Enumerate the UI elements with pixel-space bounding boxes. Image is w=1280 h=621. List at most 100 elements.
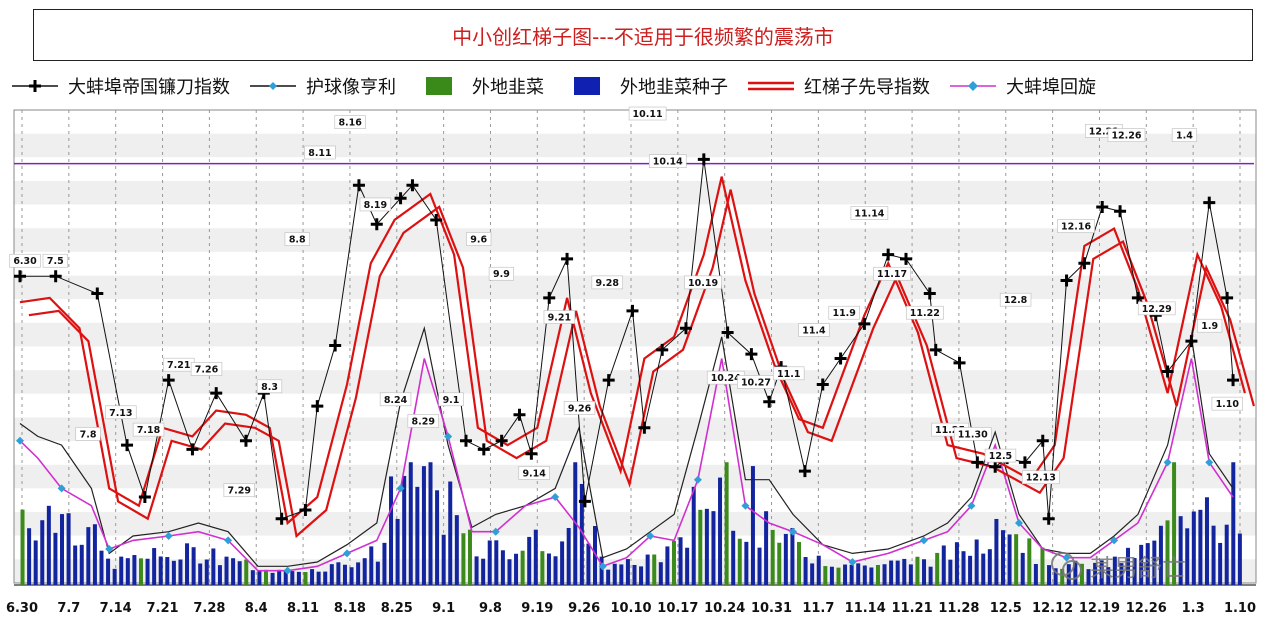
annotation-box <box>256 379 283 394</box>
annotation-label: 8.19 <box>364 200 387 211</box>
huixuan-point <box>283 566 292 575</box>
x-tick-label: 10.10 <box>610 601 651 616</box>
annotation-label: 7.21 <box>167 360 190 371</box>
bar-seed <box>1152 540 1157 585</box>
bar-seed <box>560 541 565 585</box>
bar-seed <box>882 564 887 585</box>
bar-leek <box>875 564 880 585</box>
huixuan-point <box>1014 519 1023 528</box>
legend-label: 外地韭菜种子 <box>620 77 728 98</box>
bar-seed <box>908 564 913 585</box>
bar-seed <box>783 533 788 585</box>
bar-seed <box>329 564 334 585</box>
bar-seed <box>231 558 236 585</box>
main-point-cross <box>1227 374 1240 387</box>
annotation-label: 12.21 <box>1089 126 1119 137</box>
annotation-box <box>737 375 775 389</box>
huixuan-point <box>1062 553 1071 562</box>
annotation-label: 9.9 <box>493 269 510 280</box>
bar-seed <box>954 542 959 585</box>
main-point-cross <box>953 356 966 369</box>
annotation-box <box>284 232 310 246</box>
bar-seed <box>33 540 38 585</box>
bar-seed <box>428 462 433 585</box>
x-tick-label: 6.30 <box>6 601 38 616</box>
x-tick-label: 12.12 <box>1032 601 1073 616</box>
annotation-label: 11.9 <box>832 308 855 319</box>
bar-seed <box>1119 563 1124 585</box>
watermark: 某男舒亡 <box>1050 548 1186 583</box>
wechat-icon <box>1051 551 1082 580</box>
legend-label: 外地韭菜 <box>472 77 544 98</box>
bar-seed <box>448 481 453 585</box>
bar-seed <box>356 562 361 585</box>
x-tick-label: 9.8 <box>479 601 502 616</box>
main-point-cross <box>816 378 829 391</box>
x-tick-label: 7.14 <box>100 601 132 616</box>
annotation-box <box>984 448 1017 463</box>
bar-seed <box>1007 534 1012 585</box>
annotation-label: 9.21 <box>548 313 571 324</box>
annotation-label: 6.30 <box>13 256 37 267</box>
x-tick-label: 7.7 <box>57 601 80 616</box>
huixuan-point <box>741 501 750 510</box>
legend-swatch-bar <box>426 77 452 95</box>
annotation-label: 11.30 <box>958 429 988 440</box>
bar-seed <box>86 527 91 585</box>
bar-seed <box>1139 544 1144 585</box>
annotation-label: 7.29 <box>228 486 251 497</box>
bar-seed <box>1086 569 1091 585</box>
bar-seed <box>211 548 216 585</box>
annotation-label: 1.10 <box>1216 399 1240 410</box>
bar-leek <box>461 533 466 585</box>
bar-seed <box>691 486 696 585</box>
bar-seed <box>895 560 900 585</box>
main-point-cross <box>697 153 710 166</box>
bar-seed <box>948 559 953 585</box>
bar-seed <box>922 559 927 585</box>
bar-seed <box>1020 552 1025 585</box>
huixuan-point <box>491 527 500 536</box>
bar-seed <box>869 567 874 585</box>
annotation-box <box>223 483 255 498</box>
annotation-box <box>999 292 1032 307</box>
legend-label: 护球像亨利 <box>306 77 396 98</box>
bar-seed <box>1185 528 1190 585</box>
bar-seed <box>158 556 163 585</box>
annotation-box <box>684 275 722 290</box>
bar-seed <box>731 530 736 585</box>
bar-seed <box>60 514 65 585</box>
legend-swatch <box>12 80 58 92</box>
huixuan-point <box>693 475 702 484</box>
main-point-cross <box>1131 291 1144 304</box>
bar-seed <box>711 511 716 585</box>
bar-seed <box>974 539 979 585</box>
legend-swatch-diamond <box>968 81 978 91</box>
bar-seed <box>1237 533 1242 585</box>
bar-seed <box>849 564 854 585</box>
annotation-box <box>563 401 596 415</box>
bar-seed <box>829 566 834 585</box>
bar-seed <box>481 558 486 585</box>
main-point-cross <box>1042 512 1055 525</box>
bar-seed <box>382 542 387 585</box>
bar-seed <box>99 550 104 585</box>
bar-leek <box>836 567 841 585</box>
x-tick-label: 9.26 <box>568 601 600 616</box>
main-point-cross <box>1185 335 1198 348</box>
bar-seed <box>981 553 986 585</box>
bar-seed <box>678 537 683 585</box>
x-tick-label: 12.19 <box>1079 601 1120 616</box>
bar-seed <box>408 462 413 585</box>
annotation-box <box>1197 318 1223 333</box>
annotation-label: 1.9 <box>1201 321 1218 332</box>
annotation-box <box>648 154 687 168</box>
legend-swatch-diamond <box>269 82 277 90</box>
main-point-cross <box>91 287 104 300</box>
bar-seed <box>487 540 492 585</box>
bar-seed <box>1000 530 1005 585</box>
bar-seed <box>257 570 262 585</box>
annotation-label: 7.26 <box>195 364 219 375</box>
huixuan-point <box>396 484 405 493</box>
annotation-label: 12.29 <box>1142 304 1172 315</box>
